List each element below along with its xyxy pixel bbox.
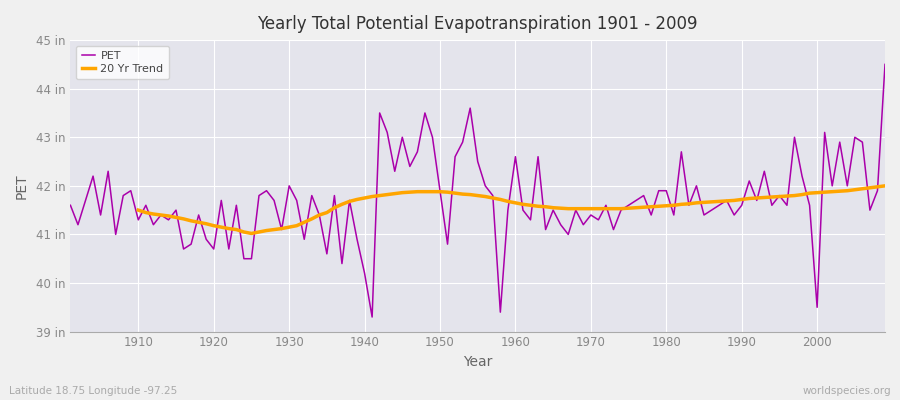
PET: [337, 261, 347, 266]
Line: 20 Yr Trend: 20 Yr Trend: [139, 186, 885, 234]
PET: [366, 315, 377, 320]
20 Yr Trend: [502, 199, 513, 204]
Text: worldspecies.org: worldspecies.org: [803, 386, 891, 396]
20 Yr Trend: [292, 223, 302, 228]
Title: Yearly Total Potential Evapotranspiration 1901 - 2009: Yearly Total Potential Evapotranspiratio…: [257, 15, 698, 33]
PET: [65, 203, 76, 208]
20 Yr Trend: [337, 202, 347, 207]
PET: [125, 188, 136, 193]
Legend: PET, 20 Yr Trend: PET, 20 Yr Trend: [76, 46, 169, 79]
PET: [518, 208, 528, 212]
PET: [292, 198, 302, 203]
20 Yr Trend: [600, 206, 611, 211]
PET: [608, 227, 619, 232]
Text: Latitude 18.75 Longitude -97.25: Latitude 18.75 Longitude -97.25: [9, 386, 177, 396]
Line: PET: PET: [70, 64, 885, 317]
X-axis label: Year: Year: [463, 355, 492, 369]
PET: [510, 154, 521, 159]
Y-axis label: PET: PET: [15, 173, 29, 199]
20 Yr Trend: [510, 200, 521, 205]
PET: [879, 62, 890, 67]
20 Yr Trend: [879, 184, 890, 188]
